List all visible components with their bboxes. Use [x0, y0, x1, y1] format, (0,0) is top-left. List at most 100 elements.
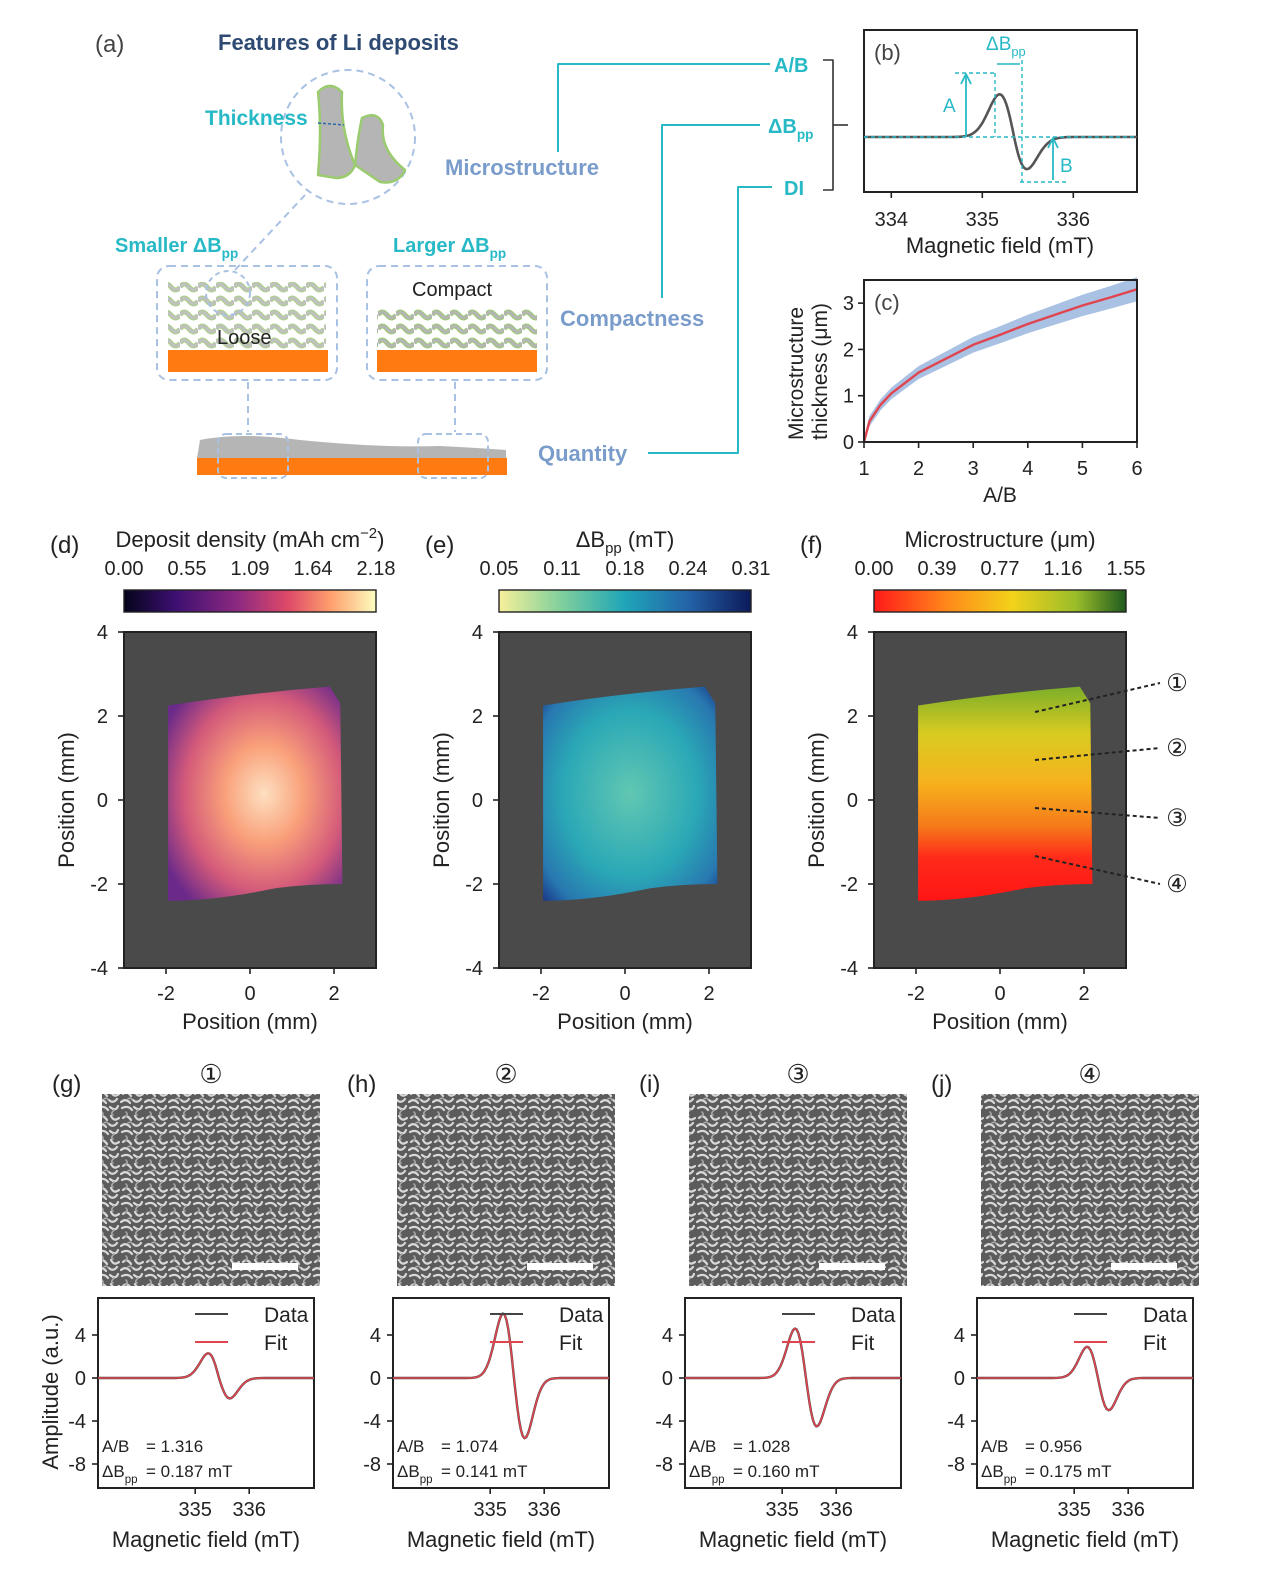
panel-c-ylabel1: Microstructure: [785, 307, 808, 440]
connector-dbpp: [661, 124, 760, 298]
map-ytick-label-0: -2: [90, 874, 108, 896]
thickness-arrow: [317, 122, 345, 126]
epr-xlabel-1: Magnetic field (mT): [407, 1527, 595, 1552]
epr-ytick-label-2: 4: [662, 1325, 673, 1347]
sem-image-0: [102, 1094, 320, 1286]
arrowhead-A: [960, 73, 972, 85]
compact-substrate: [377, 350, 537, 372]
map-xtick-label-1: -2: [532, 983, 550, 1005]
epr-frame-3: [976, 1297, 1194, 1489]
cbar-tick-label-0: 0.00: [105, 558, 144, 580]
ab-value-2: = 1.028: [733, 1437, 790, 1456]
label-b-dbpp-sub: pp: [1011, 44, 1025, 59]
deposit-strand-right: [353, 113, 407, 184]
dbpp-name-2: ΔBpp: [689, 1462, 725, 1486]
legend-fit-0: Fit: [264, 1332, 287, 1355]
map-ytick-label-0: 4: [97, 622, 108, 644]
label-b-dbpp: ΔBpp: [986, 34, 1026, 59]
cbar-tick-label-1: 0.11: [543, 558, 580, 580]
epr-ytick-label-3: -8: [947, 1454, 965, 1476]
sem-label-1: (h): [347, 1071, 376, 1098]
c-xtick-label: 3: [968, 458, 979, 480]
map-xlabel-1: Position (mm): [557, 1009, 693, 1034]
epr-fit-0: [98, 1352, 314, 1400]
c-ytick-label: 1: [843, 386, 854, 408]
map-xtick-label-2: -2: [907, 983, 925, 1005]
dbpp-label-main: ΔB: [768, 116, 797, 138]
epr-ytick-label-1: -8: [363, 1454, 381, 1476]
ab-label: A/B: [774, 55, 808, 77]
epr-xlabel-0: Magnetic field (mT): [112, 1527, 300, 1552]
marker-line-1: [1034, 682, 1161, 713]
scale-bar-0: [232, 1263, 298, 1270]
epr-xtick-label-2: 335: [766, 1499, 799, 1521]
b-xtick-label: 336: [1057, 209, 1090, 231]
map-ytick-label-1: -4: [465, 958, 483, 980]
map-xtick-label-2: 2: [1078, 983, 1089, 1005]
map-ylabel-2: Position (mm): [804, 732, 829, 868]
epr-ytick-label-1: 4: [370, 1325, 381, 1347]
map-label-2: (f): [800, 532, 823, 559]
epr-ytick-label-0: 0: [75, 1368, 86, 1390]
epr-ytick-label-0: -8: [68, 1454, 86, 1476]
sem-image-1: [397, 1094, 615, 1286]
marker-3: ③: [1166, 805, 1188, 832]
electrode-zoom-right: [417, 433, 489, 479]
sem-label-0: (g): [52, 1071, 81, 1098]
epr-xtick-label-3: 335: [1058, 1499, 1091, 1521]
smaller-dbpp-label: Smaller ΔBpp: [115, 235, 238, 261]
ab-name-0: A/B: [102, 1437, 129, 1456]
dbpp-label-sub: pp: [797, 127, 814, 142]
legend-fit-2: Fit: [851, 1332, 874, 1355]
cbar-tick-label-1: 0.18: [606, 558, 645, 580]
map-xtick-label-2: 0: [994, 983, 1005, 1005]
marker-2: ②: [1166, 735, 1188, 762]
epr-frame-0: [97, 1297, 315, 1489]
panel-a-label: (a): [95, 31, 124, 58]
map-ytick-label-2: 2: [847, 706, 858, 728]
epr-ytick-label-0: 4: [75, 1325, 86, 1347]
map-ytick-label-0: 0: [97, 790, 108, 812]
map-label-0: (d): [50, 532, 79, 559]
ab-value-3: = 0.956: [1025, 1437, 1082, 1456]
sem-label-2: (i): [639, 1071, 660, 1098]
epr-ytick-label-1: 0: [370, 1368, 381, 1390]
marker-line-4: [1034, 855, 1161, 885]
cbar-tick-label-2: 0.77: [981, 558, 1020, 580]
map-title-1: ΔBpp (mT): [576, 527, 675, 557]
panel-c-label: (c): [874, 290, 900, 315]
epr-fit-2: [685, 1327, 901, 1428]
map-xtick-label-0: -2: [157, 983, 175, 1005]
dbpp-value-0: = 0.187 mT: [146, 1462, 232, 1481]
epr-ytick-label-2: -4: [655, 1411, 673, 1433]
cbar-tick-label-1: 0.24: [669, 558, 708, 580]
map-ytick-label-2: -2: [840, 874, 858, 896]
dbpp-name-1: ΔBpp: [397, 1462, 433, 1486]
c-xtick-label: 6: [1131, 458, 1142, 480]
map-sample-0: [168, 686, 343, 901]
legend-fit-1: Fit: [559, 1332, 582, 1355]
map-title-0-sub: −2: [360, 525, 377, 542]
b-xtick-label: 335: [966, 209, 999, 231]
cbar-tick-label-2: 1.16: [1044, 558, 1083, 580]
map-xtick-label-1: 2: [703, 983, 714, 1005]
colorbar-1: [498, 589, 752, 613]
loose-box: [156, 265, 338, 381]
cbar-tick-label-0: 1.64: [294, 558, 333, 580]
epr-xlabel-2: Magnetic field (mT): [699, 1527, 887, 1552]
label-B: B: [1060, 156, 1073, 177]
c-ytick-label: 3: [843, 293, 854, 315]
map-sample-2: [918, 686, 1093, 901]
dbpp-value-1: = 0.141 mT: [441, 1462, 527, 1481]
map-xlabel-0: Position (mm): [182, 1009, 318, 1034]
map-ytick-label-2: 4: [847, 622, 858, 644]
legend-data-0: Data: [264, 1304, 309, 1327]
epr-xtick-label-1: 336: [528, 1499, 561, 1521]
cbar-tick-label-0: 1.09: [231, 558, 270, 580]
dbpp-name-0: ΔBpp: [102, 1462, 138, 1486]
c-xtick-label: 5: [1077, 458, 1088, 480]
legend-data-3: Data: [1143, 1304, 1188, 1327]
larger-dbpp-label-main: Larger ΔB: [393, 235, 490, 257]
zoom-line: [234, 194, 306, 271]
panel-b-frame: [863, 29, 1138, 193]
